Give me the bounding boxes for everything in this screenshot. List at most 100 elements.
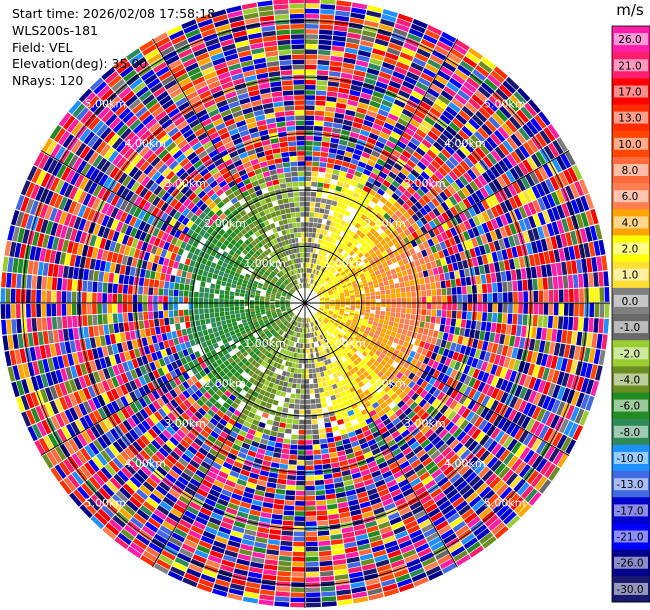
velocity-gate xyxy=(486,220,494,232)
velocity-gate xyxy=(537,197,547,211)
velocity-gate xyxy=(444,174,455,185)
velocity-gate xyxy=(330,534,343,540)
velocity-gate xyxy=(406,291,411,298)
velocity-gate xyxy=(434,156,445,166)
velocity-gate xyxy=(418,77,431,87)
velocity-gate xyxy=(317,515,328,521)
velocity-gate xyxy=(318,294,323,297)
velocity-gate xyxy=(316,403,322,409)
velocity-gate xyxy=(330,60,343,67)
velocity-gate xyxy=(395,288,401,294)
velocity-gate xyxy=(449,77,463,89)
velocity-gate xyxy=(315,289,320,293)
velocity-gate xyxy=(122,303,128,313)
velocity-gate xyxy=(571,331,578,345)
velocity-gate xyxy=(293,536,305,542)
velocity-gate xyxy=(391,180,401,189)
velocity-gate xyxy=(365,292,371,297)
velocity-gate xyxy=(321,288,326,292)
velocity-gate xyxy=(375,212,383,220)
velocity-gate xyxy=(432,227,441,236)
velocity-gate xyxy=(401,131,412,141)
velocity-gate xyxy=(490,364,498,375)
velocity-gate xyxy=(450,206,459,216)
velocity-gate xyxy=(595,365,603,381)
velocity-gate xyxy=(5,304,11,319)
velocity-gate xyxy=(457,303,462,311)
velocity-gate xyxy=(271,514,283,520)
velocity-gate xyxy=(319,305,325,307)
velocity-gate xyxy=(391,298,396,303)
velocity-gate xyxy=(234,303,239,307)
velocity-gate xyxy=(365,224,373,231)
velocity-gate xyxy=(424,134,436,145)
velocity-gate xyxy=(317,282,321,288)
velocity-gate xyxy=(513,194,523,208)
velocity-gate xyxy=(578,317,584,332)
velocity-gate xyxy=(291,572,305,577)
velocity-gate xyxy=(369,242,376,249)
velocity-gate xyxy=(495,216,504,228)
velocity-gate xyxy=(308,237,312,243)
velocity-gate xyxy=(382,9,398,18)
velocity-gate xyxy=(385,140,396,149)
velocity-gate xyxy=(297,450,305,455)
velocity-gate xyxy=(435,98,448,110)
velocity-gate xyxy=(324,275,329,281)
velocity-gate xyxy=(473,177,484,189)
velocity-gate xyxy=(487,293,493,303)
velocity-gate xyxy=(376,242,383,249)
velocity-gate xyxy=(410,23,426,34)
velocity-gate xyxy=(305,252,308,258)
velocity-gate xyxy=(295,363,299,369)
velocity-gate xyxy=(435,281,441,289)
velocity-gate xyxy=(313,383,319,389)
velocity-gate xyxy=(441,163,452,174)
velocity-gate xyxy=(399,265,406,272)
velocity-gate xyxy=(357,161,367,169)
velocity-gate xyxy=(580,378,590,393)
velocity-gate xyxy=(443,86,457,97)
velocity-gate xyxy=(318,39,332,46)
velocity-gate xyxy=(505,170,516,183)
velocity-gate xyxy=(266,445,275,452)
velocity-gate xyxy=(315,259,319,265)
velocity-gate xyxy=(335,265,341,271)
velocity-gate xyxy=(66,303,72,316)
velocity-gate xyxy=(374,163,383,171)
velocity-gate xyxy=(379,196,388,204)
velocity-gate xyxy=(399,223,407,231)
velocity-gate xyxy=(407,186,416,195)
velocity-gate xyxy=(482,293,488,303)
velocity-gate xyxy=(305,151,313,156)
velocity-gate xyxy=(342,266,348,271)
velocity-gate xyxy=(333,264,339,269)
velocity-gate xyxy=(440,280,446,289)
velocity-gate xyxy=(305,0,320,4)
velocity-gate xyxy=(520,176,531,190)
velocity-gate xyxy=(411,253,419,261)
velocity-gate xyxy=(421,120,433,130)
velocity-gate xyxy=(420,216,428,225)
velocity-gate xyxy=(507,183,517,197)
velocity-gate xyxy=(471,257,479,267)
velocity-gate xyxy=(378,171,388,180)
velocity-gate xyxy=(395,254,402,262)
velocity-gate xyxy=(316,510,328,516)
velocity-gate xyxy=(308,232,313,238)
velocity-gate xyxy=(406,159,417,169)
velocity-gate xyxy=(349,244,356,250)
velocity-gate xyxy=(315,270,320,276)
velocity-gate xyxy=(422,241,430,249)
velocity-gate xyxy=(138,312,144,321)
velocity-gate xyxy=(319,266,324,272)
velocity-gate xyxy=(526,156,538,170)
velocity-gate xyxy=(392,71,406,80)
velocity-gate xyxy=(297,348,301,353)
velocity-gate xyxy=(377,278,383,283)
velocity-gate xyxy=(276,406,283,412)
velocity-gate xyxy=(305,242,308,248)
velocity-gate xyxy=(17,333,24,349)
velocity-gate xyxy=(443,188,453,198)
velocity-gate xyxy=(194,309,199,315)
